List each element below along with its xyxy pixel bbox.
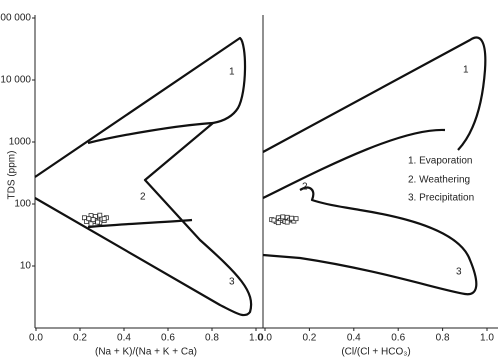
data-point [289, 215, 295, 221]
x-tick-label: 0.2 [302, 333, 316, 344]
legend-entry: 3. Precipitation [408, 193, 474, 204]
data-point [82, 215, 87, 221]
data-point [284, 219, 290, 225]
envelope [262, 36, 487, 153]
data-point [280, 214, 286, 220]
legend-entry: 1. Evaporation [408, 156, 473, 167]
data-point [271, 217, 277, 223]
data-point [101, 216, 107, 222]
y-axis-label: TDS (ppm) [7, 151, 18, 200]
y-tick-label: 100 000 [0, 13, 31, 24]
annotation: 1 [463, 65, 469, 76]
y-tick-label: 100 [14, 199, 31, 210]
x-tick-label: 1.0 [249, 333, 263, 344]
data-point [88, 221, 94, 227]
x-tick-label: 1.0 [480, 333, 494, 344]
annotation: 3 [456, 267, 462, 278]
x-tick-label: 0.2 [73, 333, 87, 344]
y-tick-label: 1000 [9, 137, 32, 148]
envelope [34, 36, 253, 317]
annotation: 1 [229, 67, 235, 78]
data-point [95, 219, 100, 225]
envelope [262, 128, 446, 199]
annotation: 2 [302, 182, 308, 193]
data-point [293, 216, 299, 222]
envelope [87, 218, 193, 229]
y-tick-label: 10 000 [0, 75, 31, 86]
x-tick-label: 0.8 [436, 333, 450, 344]
annotation: 2 [140, 192, 146, 203]
x-tick-label: 0.6 [391, 333, 405, 344]
envelope [87, 121, 214, 145]
x-tick-label: 0.0 [29, 333, 43, 344]
annotation: 3 [229, 277, 235, 288]
x-tick-label: 0.0 [258, 333, 272, 344]
envelope [262, 186, 478, 296]
x-tick-label: 0.6 [161, 333, 175, 344]
x-axis-label: (Cl/(Cl + HCO₃) [341, 347, 410, 358]
legend-entry: 2. Weathering [408, 175, 470, 186]
x-tick-label: 0.4 [117, 333, 131, 344]
x-tick-label: 0.4 [347, 333, 361, 344]
data-point [90, 217, 96, 223]
x-tick-label: 0.8 [205, 333, 219, 344]
data-point [86, 216, 92, 222]
data-point [97, 212, 103, 218]
x-axis-label: (Na + K)/(Na + K + Ca) [95, 347, 197, 358]
data-point [275, 220, 281, 226]
y-tick-label: 10 [20, 261, 32, 272]
